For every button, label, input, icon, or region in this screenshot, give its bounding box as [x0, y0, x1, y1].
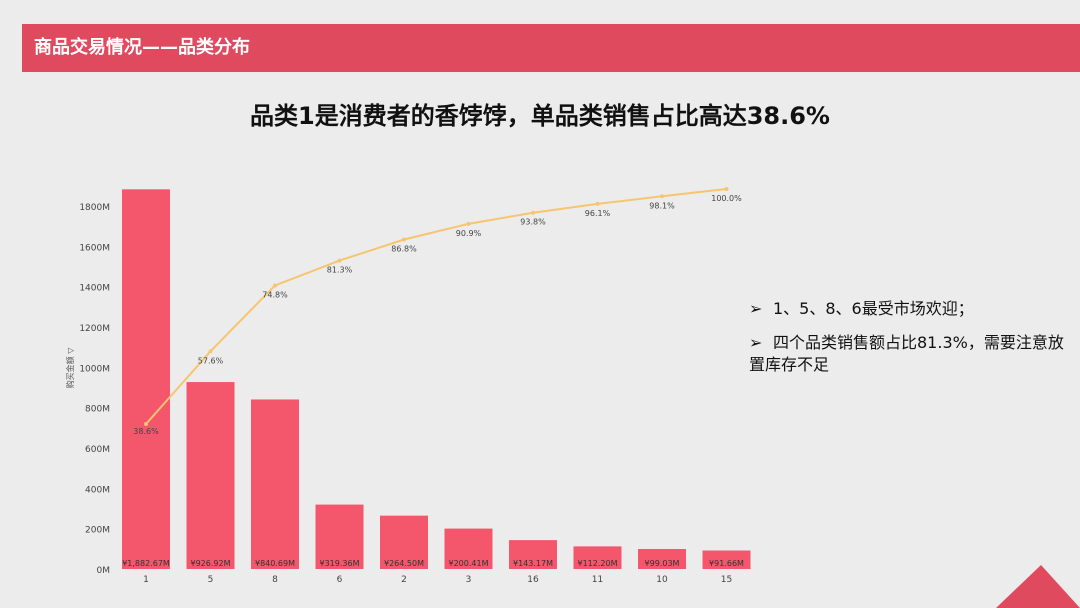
cumulative-pct-label: 81.3% [327, 266, 353, 275]
cumulative-pct-label: 86.8% [391, 245, 417, 254]
insight-text: 四个品类销售额占比81.3%，需要注意放置库存不足 [749, 333, 1064, 374]
y-tick-label: 1800M [79, 203, 110, 213]
bar [380, 515, 428, 569]
cumulative-point [724, 187, 729, 191]
cumulative-point [144, 422, 148, 426]
cumulative-line [145, 188, 727, 425]
y-tick-label: 1400M [79, 284, 110, 294]
x-tick-label: 15 [721, 575, 732, 585]
arrow-bullet-icon: ➢ [749, 333, 763, 352]
cumulative-point [531, 210, 535, 215]
y-tick-label: 400M [85, 485, 110, 495]
section-title: 商品交易情况——品类分布 [34, 37, 250, 58]
bar-value-label: ¥99.03M [645, 559, 680, 568]
x-tick-label: 3 [466, 575, 472, 585]
cumulative-point [273, 283, 277, 288]
cumulative-point [466, 221, 471, 226]
x-tick-label: 11 [592, 575, 603, 585]
y-tick-label: 800M [85, 405, 110, 415]
cumulative-pct-label: 38.6% [133, 427, 159, 436]
cumulative-pct-label: 57.6% [198, 356, 224, 365]
bar [186, 382, 235, 569]
bar-value-label: ¥264.50M [384, 559, 424, 568]
bar-value-label: ¥112.20M [578, 559, 618, 568]
cumulative-point [595, 201, 600, 206]
bar-value-label: ¥1,882.67M [122, 559, 170, 568]
bar-value-label: ¥91.66M [709, 559, 744, 568]
y-tick-label: 200M [85, 526, 110, 536]
bar [509, 540, 557, 569]
x-tick-label: 16 [527, 575, 539, 585]
cumulative-point [402, 237, 406, 242]
y-tick-label: 600M [85, 445, 110, 455]
bar-value-label: ¥200.41M [449, 559, 489, 568]
corner-decoration [996, 565, 1080, 608]
headline: 品类1是消费者的香饽饽，单品类销售占比高达38.6% [250, 102, 830, 130]
cumulative-point [208, 349, 213, 354]
insight-item: ➢ 1、5、8、6最受市场欢迎； [749, 298, 1069, 320]
y-tick-label: 1000M [79, 364, 110, 374]
bar [638, 549, 686, 569]
cumulative-pct-label: 96.1% [585, 209, 611, 218]
x-tick-label: 2 [401, 575, 407, 585]
cumulative-pct-label: 90.9% [456, 229, 482, 238]
bar-value-label: ¥143.17M [513, 559, 553, 568]
cumulative-pct-label: 93.8% [520, 218, 546, 227]
insight-text: 1、5、8、6最受市场欢迎； [773, 299, 974, 318]
x-tick-label: 8 [272, 575, 278, 585]
bar [251, 399, 299, 569]
bar [702, 550, 751, 569]
x-tick-label: 10 [656, 575, 668, 585]
bar-value-label: ¥840.69M [255, 559, 295, 568]
cumulative-point [337, 258, 342, 263]
insight-item: ➢ 四个品类销售额占比81.3%，需要注意放置库存不足 [749, 332, 1069, 376]
arrow-bullet-icon: ➢ [749, 299, 763, 318]
cumulative-pct-label: 74.8% [262, 290, 288, 299]
header-bar: 商品交易情况——品类分布 [22, 24, 1080, 72]
y-axis-label: 购买金额 ▽ [65, 347, 75, 389]
y-tick-label: 0M [97, 566, 111, 576]
bar-value-label: ¥926.92M [191, 559, 231, 568]
x-tick-label: 1 [143, 575, 149, 585]
cumulative-pct-label: 100.0% [711, 194, 742, 203]
bar [315, 504, 364, 569]
bar [122, 189, 170, 569]
y-tick-label: 1200M [79, 324, 110, 334]
cumulative-point [660, 194, 664, 199]
y-tick-label: 1600M [79, 243, 110, 253]
x-tick-label: 6 [337, 575, 343, 585]
insights-list: ➢ 1、5、8、6最受市场欢迎； ➢ 四个品类销售额占比81.3%，需要注意放置库存… [749, 298, 1069, 388]
bar [573, 546, 622, 569]
bar [444, 528, 493, 569]
cumulative-pct-label: 98.1% [649, 201, 675, 210]
bar-value-label: ¥319.36M [320, 559, 360, 568]
x-tick-label: 5 [208, 575, 214, 585]
